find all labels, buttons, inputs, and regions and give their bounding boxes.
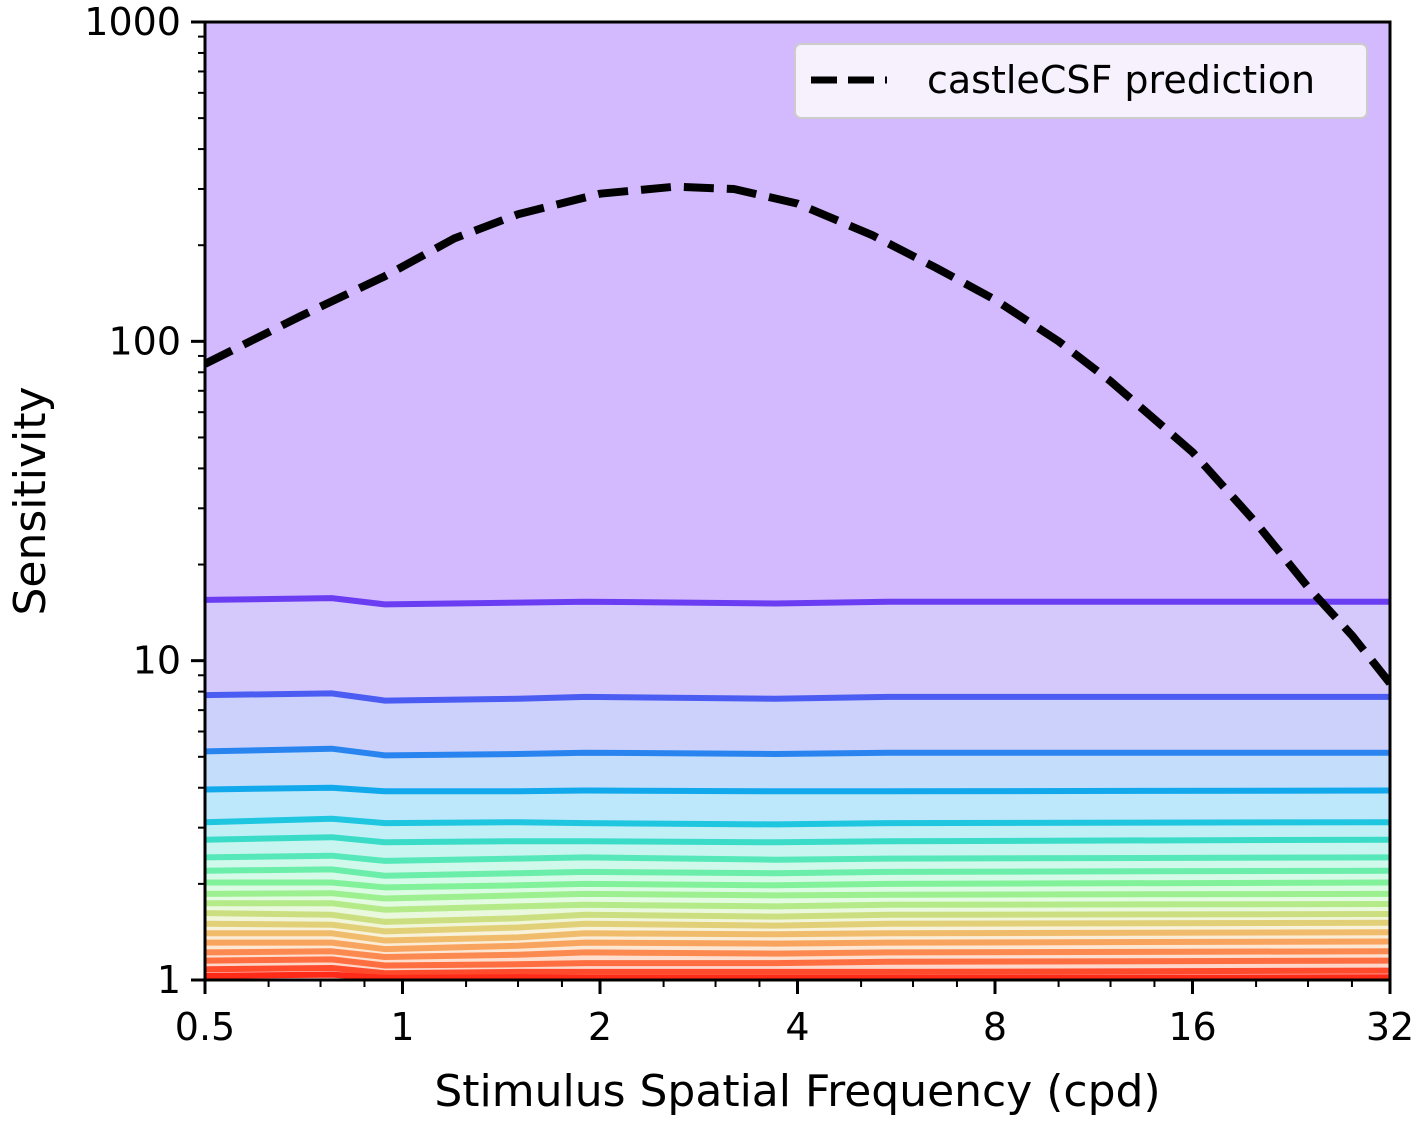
x-tick-label: 8 xyxy=(983,1005,1007,1049)
x-axis-ticks: 0.5 1 2 4 8 16 32 xyxy=(175,980,1414,1049)
x-axis-label: Stimulus Spatial Frequency (cpd) xyxy=(434,1066,1160,1117)
contour-band xyxy=(205,598,1390,701)
contour-line xyxy=(205,852,1390,864)
legend: castleCSF prediction xyxy=(794,43,1368,119)
y-axis-label: Sensitivity xyxy=(5,386,56,615)
contour-band xyxy=(205,693,1390,756)
contour-line xyxy=(205,965,1390,977)
contour-line xyxy=(205,745,1390,759)
y-axis-ticks: 1 10 100 1000 xyxy=(84,0,205,1002)
x-tick-label: 16 xyxy=(1168,1005,1216,1049)
y-tick-label: 10 xyxy=(133,639,181,683)
contour-line xyxy=(205,834,1390,846)
contour-line xyxy=(205,900,1390,913)
x-tick-label: 2 xyxy=(588,1005,612,1049)
y-tick-label: 1000 xyxy=(84,0,181,44)
legend-box xyxy=(794,43,1368,119)
contour-line xyxy=(205,595,1390,608)
contour-line xyxy=(205,919,1390,935)
contour-line xyxy=(205,784,1390,795)
contour-band xyxy=(205,787,1390,825)
contour-bands xyxy=(205,22,1390,980)
contour-line xyxy=(205,929,1390,944)
contour-line xyxy=(205,890,1390,902)
x-tick-label: 0.5 xyxy=(175,1005,235,1049)
y-tick-label: 100 xyxy=(108,319,181,363)
contour-line xyxy=(205,910,1390,925)
prediction-line xyxy=(205,182,1390,686)
legend-label-prediction: castleCSF prediction xyxy=(927,58,1315,102)
x-tick-label: 1 xyxy=(390,1005,414,1049)
y-tick-label: 1 xyxy=(157,958,181,1002)
x-tick-label: 4 xyxy=(785,1005,809,1049)
contour-line xyxy=(205,948,1390,960)
contour-line xyxy=(205,690,1390,704)
contour-line xyxy=(205,866,1390,879)
contour-line xyxy=(205,879,1390,891)
contour-line xyxy=(205,938,1390,953)
contour-band xyxy=(205,748,1390,792)
contour-line xyxy=(205,956,1390,969)
contour-line xyxy=(205,971,1390,980)
contour-lines xyxy=(205,595,1390,980)
x-tick-label: 32 xyxy=(1366,1005,1414,1049)
prediction-series xyxy=(205,182,1390,686)
contour-line xyxy=(205,815,1390,828)
